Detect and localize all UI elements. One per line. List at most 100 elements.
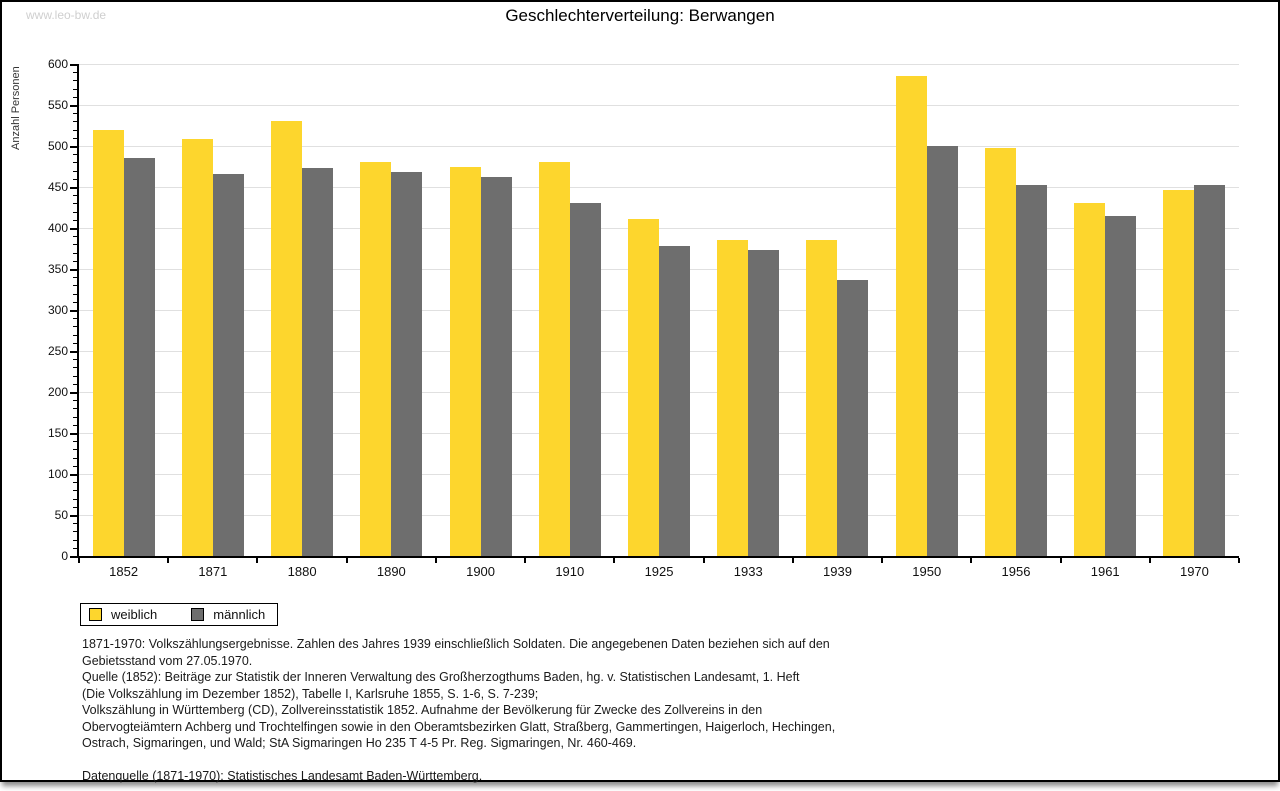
bar-weiblich-1970 — [1163, 189, 1195, 556]
y-tick-label-400: 400 — [47, 221, 68, 235]
legend: weiblich männlich — [80, 603, 279, 626]
x-tick-label-1939: 1939 — [823, 564, 852, 579]
y-minor-tick-570 — [73, 88, 77, 90]
y-major-tick-250 — [70, 351, 77, 353]
y-minor-tick-340 — [73, 277, 77, 279]
y-minor-tick-190 — [73, 400, 77, 402]
bars-layer — [79, 64, 1239, 556]
y-minor-tick-110 — [73, 465, 77, 467]
y-major-tick-0 — [70, 556, 77, 558]
y-minor-tick-40 — [73, 523, 77, 525]
x-tick-2 — [256, 558, 259, 563]
x-tick-label-1900: 1900 — [466, 564, 496, 579]
y-minor-tick-580 — [73, 80, 77, 82]
plot-area — [77, 64, 1240, 563]
y-minor-tick-220 — [73, 375, 77, 377]
x-tick-7 — [702, 558, 705, 563]
bar-männlich-1925 — [659, 246, 691, 556]
bar-weiblich-1910 — [538, 161, 570, 556]
y-major-tick-300 — [70, 310, 77, 312]
y-minor-tick-270 — [73, 334, 77, 336]
bar-group-1961 — [1061, 202, 1150, 556]
bar-männlich-1939 — [837, 279, 869, 556]
legend-item-männlich: männlich — [191, 607, 265, 622]
y-minor-tick-590 — [73, 72, 77, 74]
x-tick-8 — [791, 558, 794, 563]
bar-group-1933 — [704, 239, 793, 556]
bar-männlich-1900 — [480, 177, 512, 556]
y-minor-tick-530 — [73, 121, 77, 123]
bar-group-1950 — [882, 76, 971, 556]
x-tick-label-1890: 1890 — [376, 564, 406, 579]
y-minor-tick-210 — [73, 383, 77, 385]
y-major-tick-200 — [70, 392, 77, 394]
bar-männlich-1871 — [212, 173, 244, 556]
bar-männlich-1956 — [1015, 185, 1047, 556]
y-minor-tick-420 — [73, 211, 77, 213]
y-minor-tick-330 — [73, 285, 77, 287]
x-tick-label-1880: 1880 — [287, 564, 317, 579]
footnote-line-1: 1871-1970: Volkszählungsergebnisse. Zahl… — [82, 637, 830, 651]
x-tick-0 — [78, 558, 80, 563]
legend-swatch-männlich — [191, 608, 205, 621]
legend-label-männlich: männlich — [213, 607, 266, 622]
x-tick-13 — [1238, 558, 1240, 563]
y-minor-tick-260 — [73, 342, 77, 344]
y-minor-tick-380 — [73, 244, 77, 246]
legend-swatch-weiblich — [89, 608, 102, 621]
y-tick-label-0: 0 — [61, 549, 68, 563]
y-major-tick-350 — [70, 269, 77, 271]
bar-weiblich-1950 — [895, 76, 927, 556]
y-minor-tick-320 — [73, 293, 77, 295]
y-minor-tick-540 — [73, 113, 77, 115]
bar-weiblich-1900 — [449, 167, 481, 556]
y-minor-tick-180 — [73, 408, 77, 410]
y-minor-tick-60 — [73, 506, 77, 508]
y-minor-tick-160 — [73, 424, 77, 426]
bar-group-1970 — [1150, 185, 1239, 556]
y-minor-tick-70 — [73, 498, 77, 500]
legend-label-weiblich: weiblich — [111, 607, 158, 622]
y-major-tick-450 — [70, 187, 77, 189]
y-tick-label-600: 600 — [47, 57, 68, 71]
bar-group-1871 — [168, 138, 257, 556]
y-major-tick-150 — [70, 433, 77, 435]
bar-männlich-1970 — [1194, 185, 1226, 556]
y-major-tick-100 — [70, 474, 77, 476]
x-tick-10 — [970, 558, 973, 563]
gridline-600 — [79, 64, 1239, 65]
x-tick-label-1970: 1970 — [1179, 564, 1209, 579]
y-minor-tick-370 — [73, 252, 77, 254]
y-minor-tick-10 — [73, 547, 77, 549]
x-tick-label-1925: 1925 — [644, 564, 674, 579]
y-minor-tick-130 — [73, 449, 77, 451]
y-major-tick-400 — [70, 228, 77, 230]
x-tick-label-1871: 1871 — [198, 564, 228, 579]
bar-weiblich-1852 — [92, 130, 124, 556]
bar-group-1852 — [79, 130, 168, 556]
y-minor-tick-140 — [73, 441, 77, 443]
y-minor-tick-310 — [73, 301, 77, 303]
y-minor-tick-430 — [73, 203, 77, 205]
footnote-line-6: Obervogteiämtern Achberg und Trochtelfin… — [82, 719, 836, 734]
x-tick-5 — [524, 558, 527, 563]
x-tick-label-1910: 1910 — [555, 564, 585, 579]
x-tick-label-1961: 1961 — [1090, 564, 1120, 579]
x-tick-label-1950: 1950 — [912, 564, 942, 579]
y-minor-tick-470 — [73, 170, 77, 172]
y-minor-tick-460 — [73, 178, 77, 180]
bar-weiblich-1871 — [181, 138, 213, 556]
x-axis-labels: 1852 1871 1880 1890 1900 1910 1925 1933 1939 1950… — [79, 564, 1239, 579]
x-tick-11 — [1059, 558, 1062, 563]
bar-männlich-1890 — [391, 172, 423, 556]
gridline-500 — [79, 146, 1239, 147]
y-minor-tick-290 — [73, 318, 77, 320]
footnote-line-5: Volkszählung in Württemberg (CD), Zollve… — [82, 703, 763, 717]
y-minor-tick-90 — [73, 482, 77, 484]
y-minor-tick-230 — [73, 367, 77, 369]
y-minor-tick-240 — [73, 359, 77, 361]
bar-group-1925 — [614, 219, 703, 556]
bar-weiblich-1933 — [717, 239, 749, 556]
y-tick-label-250: 250 — [47, 344, 68, 358]
bar-männlich-1961 — [1105, 215, 1137, 556]
